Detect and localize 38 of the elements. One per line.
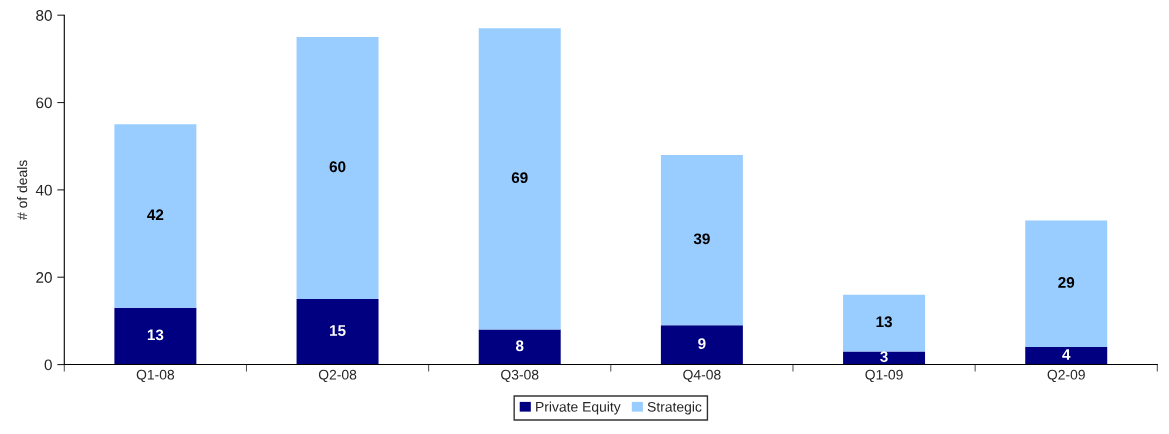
data-label: 42 — [147, 209, 164, 221]
bar — [660, 154, 743, 326]
bar — [114, 124, 197, 308]
y-tick-label: 20 — [36, 272, 52, 283]
legend-label: Strategic — [647, 401, 702, 415]
bar — [660, 325, 743, 365]
data-label: 69 — [511, 172, 528, 184]
data-label: 9 — [698, 338, 706, 350]
data-label: 13 — [876, 316, 892, 328]
bar — [843, 294, 926, 352]
y-tick-label: 80 — [36, 10, 52, 21]
bar — [1025, 347, 1108, 365]
data-label: 15 — [330, 325, 346, 336]
x-tick-label: Q1-09 — [865, 369, 903, 383]
bar — [114, 307, 197, 365]
y-tick-label: 40 — [35, 184, 52, 196]
bar — [296, 299, 379, 365]
data-label: 4 — [1062, 349, 1071, 360]
legend-label: Private Equity — [536, 401, 621, 415]
data-label: 13 — [147, 329, 164, 341]
y-tick-label: 60 — [36, 97, 52, 109]
data-label: 39 — [693, 233, 710, 245]
y-axis-title: # of deals — [17, 160, 28, 220]
bar — [296, 37, 379, 300]
x-tick-label: Q4-08 — [683, 369, 721, 383]
x-tick-label: Q1-08 — [136, 369, 175, 383]
bar — [1025, 220, 1108, 348]
data-label: 29 — [1058, 277, 1075, 288]
data-label: 60 — [329, 161, 346, 173]
data-label: 8 — [515, 340, 524, 352]
bar — [478, 329, 561, 365]
x-tick-label: Q2-08 — [318, 369, 357, 383]
x-tick-label: Q3-08 — [501, 369, 539, 383]
x-tick-label: Q2-09 — [1047, 369, 1085, 383]
y-tick-label: 0 — [44, 359, 52, 371]
bar — [478, 28, 561, 330]
data-label: 3 — [880, 351, 888, 363]
bar — [843, 351, 926, 365]
